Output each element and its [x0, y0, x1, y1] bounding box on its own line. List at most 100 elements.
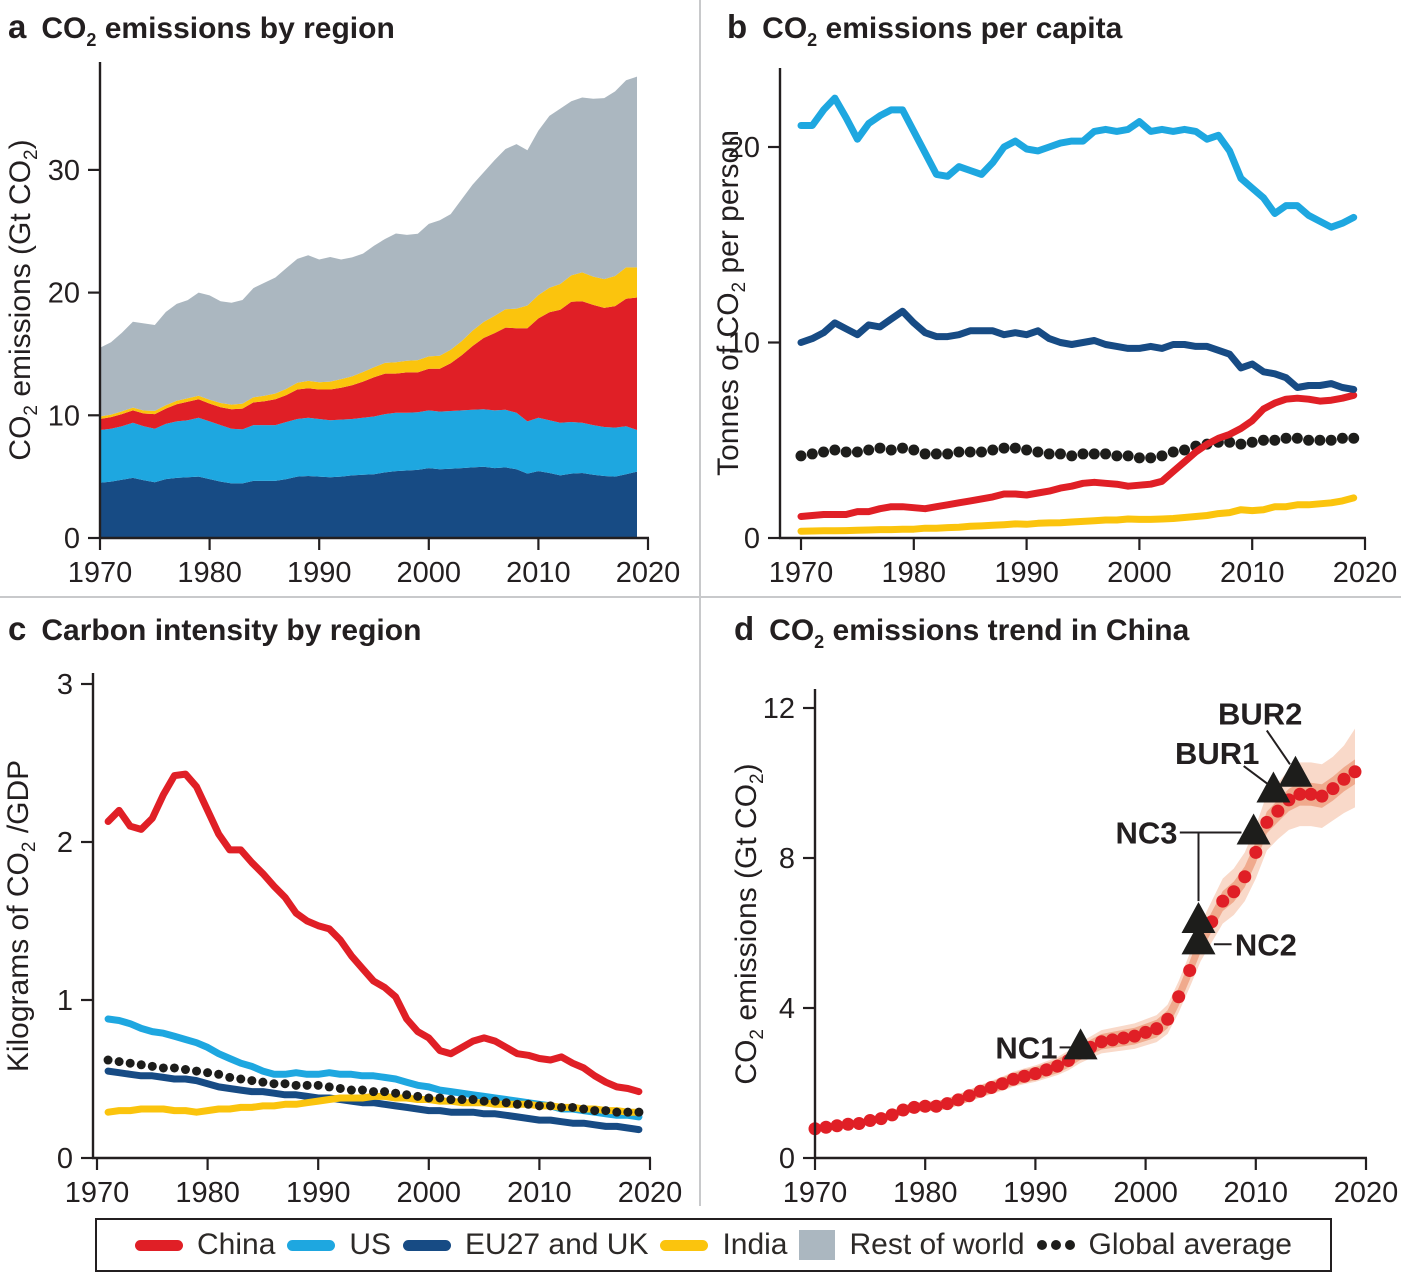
data-dot [1179, 444, 1191, 456]
x-tick-label: 2000 [1107, 557, 1172, 589]
data-dot [1291, 432, 1303, 444]
data-dot [1145, 452, 1157, 464]
data-dot [225, 1072, 235, 1082]
annotation-label-nc1: NC1 [995, 1030, 1057, 1065]
data-dot [1122, 450, 1134, 462]
data-dot [446, 1095, 456, 1105]
data-dot [819, 1120, 833, 1134]
data-dot [953, 446, 965, 458]
data-dot [1227, 885, 1241, 899]
y-axis-label: CO2 emissions (Gt CO2) [4, 139, 42, 460]
series-global-average-dots [795, 432, 1360, 464]
data-dot [1336, 432, 1348, 444]
data-dot [523, 1099, 533, 1109]
y-tick-label: 10 [728, 328, 760, 360]
data-dot [468, 1095, 478, 1105]
data-dot [1304, 787, 1318, 801]
data-dot [806, 448, 818, 460]
data-dot [1314, 434, 1326, 446]
data-dot [1088, 448, 1100, 460]
panel-divider-vertical [699, 0, 701, 1206]
data-dot [1172, 990, 1186, 1004]
data-dot [490, 1096, 500, 1106]
legend-label: US [349, 1228, 392, 1261]
data-dot [1249, 845, 1263, 859]
india-line-swatch [660, 1239, 709, 1251]
data-dot [1238, 870, 1252, 884]
data-dot [929, 1099, 943, 1113]
data-dot [534, 1101, 544, 1111]
legend-item-eu27-and-uk: EU27 and UK [403, 1228, 648, 1262]
x-tick-label: 1970 [769, 557, 834, 589]
y-axis-label: CO2 emissions (Gt CO2) [730, 763, 768, 1084]
data-dot [1150, 1022, 1164, 1036]
x-tick-label: 1980 [893, 1177, 958, 1208]
data-dot [964, 446, 976, 458]
data-dot [940, 1097, 954, 1111]
y-tick-label: 0 [779, 1143, 795, 1175]
x-tick-label: 1990 [994, 557, 1059, 589]
data-dot [1337, 772, 1351, 786]
panel-divider-horizontal [0, 596, 1401, 598]
data-dot [987, 444, 999, 456]
data-dot [1009, 442, 1021, 454]
area-eu27-and-uk [100, 466, 637, 538]
x-tick-label: 2000 [1113, 1177, 1178, 1208]
data-dot [1039, 1063, 1053, 1077]
y-tick-label: 0 [744, 523, 760, 555]
data-dot [984, 1081, 998, 1094]
data-dot [1246, 436, 1258, 448]
data-dot [103, 1055, 113, 1065]
data-dot [1303, 434, 1315, 446]
data-dot [852, 1117, 866, 1130]
data-dot [380, 1087, 390, 1097]
x-tick-label: 1990 [287, 557, 352, 589]
data-dot [942, 448, 954, 460]
data-dot [1315, 789, 1329, 803]
data-dot [623, 1107, 633, 1117]
data-dot [1269, 434, 1281, 446]
data-dot [335, 1083, 345, 1093]
data-dot [214, 1069, 224, 1079]
data-dot [1111, 450, 1123, 462]
data-dot [203, 1068, 213, 1078]
data-dot [973, 1084, 987, 1098]
y-tick-label: 20 [728, 132, 760, 164]
data-dot [829, 444, 841, 456]
data-dot [1054, 448, 1066, 460]
legend-label: India [722, 1228, 788, 1261]
legend-label: EU27 and UK [465, 1228, 649, 1261]
panel-a-title: a CO2 emissions by region [8, 8, 395, 50]
data-dot [568, 1102, 578, 1112]
data-dot [1117, 1031, 1131, 1045]
data-dot [1021, 444, 1033, 456]
series-eu27-and-uk-line [104, 1067, 643, 1134]
marker-triangle-nc3 [1236, 813, 1271, 845]
x-tick-label: 1970 [68, 557, 133, 589]
data-dot [402, 1090, 412, 1100]
data-dot [930, 448, 942, 460]
data-dot [324, 1082, 334, 1092]
data-dot [424, 1093, 434, 1103]
x-tick-label: 2010 [1220, 557, 1285, 589]
x-tick-label: 2000 [397, 557, 462, 589]
panel-c-chart: 1970 1980 1990 2000 2010 2020 0 1 2 3 Kilograms of… [2, 669, 682, 1208]
area-india [100, 267, 637, 419]
x-tick-label: 1980 [882, 557, 947, 589]
data-dot [1325, 434, 1337, 446]
data-dot [1077, 448, 1089, 460]
y-tick-label: 1 [57, 985, 73, 1017]
data-dot [601, 1106, 611, 1116]
panel-letter: c [8, 610, 27, 647]
data-dot [885, 1108, 899, 1122]
panel-title-text: Carbon intensity by region [41, 614, 422, 647]
data-dot [1348, 432, 1360, 444]
china-line-swatch [135, 1239, 183, 1251]
data-dot [1043, 448, 1055, 460]
panel-letter: b [727, 8, 748, 45]
data-dot [192, 1066, 202, 1076]
x-tick-label: 2020 [1334, 1177, 1399, 1208]
data-dot [457, 1095, 467, 1105]
area-us [100, 409, 637, 484]
